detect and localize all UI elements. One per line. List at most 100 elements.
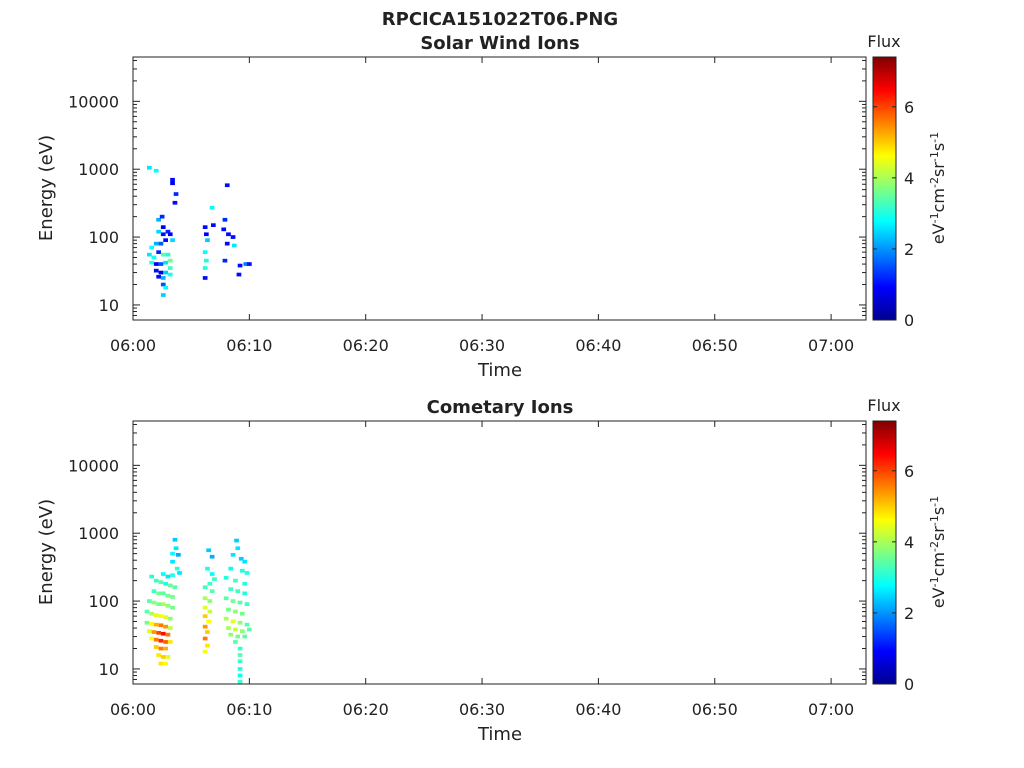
solar-wind-colorbar-tick-label: 2 xyxy=(904,240,914,259)
cometary-heatmap-cell xyxy=(237,600,243,605)
cometary-heatmap-cell xyxy=(205,643,210,648)
cometary-heatmap-cell xyxy=(158,623,164,628)
solar-wind-y-tick-label: 100 xyxy=(88,228,119,247)
solar-wind-heatmap-cell xyxy=(149,245,154,250)
cometary-heatmap-cell xyxy=(209,589,215,593)
solar-wind-x-tick-label: 06:00 xyxy=(110,336,156,355)
solar-wind-x-tick-label: 06:50 xyxy=(692,336,738,355)
cometary-heatmap-cell xyxy=(172,537,178,542)
cometary-heatmap-cell xyxy=(240,611,245,616)
cometary-heatmap-cell xyxy=(158,614,164,618)
solar-wind-y-tick-label: 10 xyxy=(99,296,119,315)
cometary-plot-frame xyxy=(132,420,867,685)
cometary-y-tick-label: 10 xyxy=(99,660,119,679)
solar-wind-heatmap-cell xyxy=(165,252,171,257)
solar-wind-x-tick-label: 07:00 xyxy=(808,336,854,355)
solar-wind-y-tick-label: 10000 xyxy=(68,92,119,111)
cometary-heatmap-cell xyxy=(151,589,157,593)
solar-wind-heatmap-cell xyxy=(151,255,157,260)
cometary-heatmap-cell xyxy=(163,581,168,586)
cometary-heatmap-cell xyxy=(237,659,243,664)
cometary-heatmap-cell xyxy=(202,614,208,618)
solar-wind-heatmap-cell xyxy=(160,293,166,297)
cometary-heatmap-cell xyxy=(240,629,245,633)
solar-wind-heatmap-cell xyxy=(222,217,228,222)
cometary-x-label: Time xyxy=(477,724,522,745)
cometary-heatmap-cell xyxy=(170,551,175,556)
solar-wind-x-label: Time xyxy=(477,360,522,381)
cometary-heatmap-cell xyxy=(209,572,215,576)
cometary-x-tick-label: 06:30 xyxy=(459,700,505,719)
solar-wind-ions-panel: Solar Wind Ions Flux 06:00 06:10 06:20 06:3… xyxy=(36,32,948,381)
cometary-x-tick-label: 06:20 xyxy=(343,700,389,719)
cometary-colorbar-tick-label: 4 xyxy=(904,533,914,552)
cometary-heatmap-cell xyxy=(242,559,248,564)
cometary-heatmap-cell xyxy=(244,602,250,606)
cometary-colorbar-title: Flux xyxy=(867,396,900,415)
cometary-heatmap-cell xyxy=(153,645,159,649)
cometary-heatmap-cell xyxy=(170,559,175,564)
cometary-heatmap-cell xyxy=(212,577,217,581)
solar-wind-colorbar-gradient xyxy=(872,56,897,321)
cometary-heatmap-cell xyxy=(149,611,154,616)
solar-wind-heatmap-cell xyxy=(158,241,164,246)
cometary-heatmap-cell xyxy=(156,653,161,657)
cometary-heatmap-cell xyxy=(170,595,175,599)
cometary-heatmap-cell xyxy=(206,548,211,553)
cometary-x-tick-label: 06:00 xyxy=(110,700,156,719)
solar-wind-heatmap-cell xyxy=(204,258,209,263)
cometary-heatmap-cell xyxy=(233,578,238,583)
solar-wind-colorbar-title: Flux xyxy=(867,32,900,51)
cometary-colorbar-tick-label: 2 xyxy=(904,604,914,623)
cometary-heatmap-cell xyxy=(163,624,168,629)
cometary-heatmap-cell xyxy=(163,615,168,619)
solar-wind-heatmap-cell xyxy=(209,205,215,210)
cometary-heatmap-cell xyxy=(167,640,173,644)
cometary-heatmap-cell xyxy=(207,609,213,614)
solar-wind-heatmap-cell xyxy=(205,238,210,242)
solar-wind-heatmap-cell xyxy=(160,252,166,257)
cometary-title: Cometary Ions xyxy=(427,397,574,418)
cometary-colorbar: 0 2 4 6 xyxy=(872,420,914,694)
solar-wind-heatmap-cell xyxy=(160,276,166,280)
cometary-heatmap-cell xyxy=(163,640,168,644)
cometary-heatmap-cell xyxy=(228,566,234,571)
cometary-heatmap-cell xyxy=(237,673,243,678)
solar-wind-heatmap-cell xyxy=(163,270,168,275)
solar-wind-y-tick-label: 1000 xyxy=(78,160,119,179)
solar-wind-heatmap-cell xyxy=(158,262,164,266)
cometary-heatmap-cell xyxy=(167,616,173,621)
solar-wind-heatmap-cell xyxy=(156,229,161,234)
solar-wind-heatmap-cell xyxy=(167,266,173,270)
cometary-heatmap-cell xyxy=(170,573,175,578)
cometary-heatmap-cell xyxy=(244,622,250,627)
solar-wind-heatmap-cell xyxy=(236,272,242,277)
cometary-heatmap-cell xyxy=(209,554,215,559)
cometary-heatmap-cell xyxy=(165,655,171,659)
cometary-x-axis: 06:00 06:10 06:20 06:30 06:40 06:50 07:00 xyxy=(110,421,854,719)
cometary-heatmap-cell xyxy=(237,646,243,651)
cometary-heatmap-cell xyxy=(238,556,244,561)
cometary-y-tick-label: 1000 xyxy=(78,524,119,543)
solar-wind-heatmap-cell xyxy=(170,177,175,182)
cometary-heatmap-cell xyxy=(170,605,175,610)
cometary-heatmap-cell xyxy=(160,631,166,636)
cometary-heatmap-cell xyxy=(173,546,179,551)
solar-wind-colorbar-unit-text: eV-1​cm-2​sr-1​s-1​ xyxy=(928,132,948,244)
cometary-heatmap-cell xyxy=(165,604,171,608)
cometary-heatmap-cell xyxy=(176,553,181,557)
cometary-heatmap-cell xyxy=(151,600,157,605)
cometary-heatmap-cell xyxy=(149,636,154,641)
cometary-heatmap-cell xyxy=(147,629,152,633)
cometary-heatmap-cell xyxy=(206,619,211,624)
cometary-heatmap-cell xyxy=(156,602,161,606)
solar-wind-heatmap-cell xyxy=(170,238,175,242)
solar-wind-heatmap-cell xyxy=(160,225,166,229)
cometary-heatmap-cell xyxy=(207,599,213,603)
solar-wind-heatmap-cell xyxy=(202,250,208,254)
solar-wind-heatmap-cell xyxy=(153,268,159,273)
solar-wind-x-tick-label: 06:20 xyxy=(343,336,389,355)
cometary-heatmap-cell xyxy=(165,574,171,579)
cometary-heatmap-cell xyxy=(172,585,178,590)
cometary-heatmap-cell xyxy=(151,630,157,634)
